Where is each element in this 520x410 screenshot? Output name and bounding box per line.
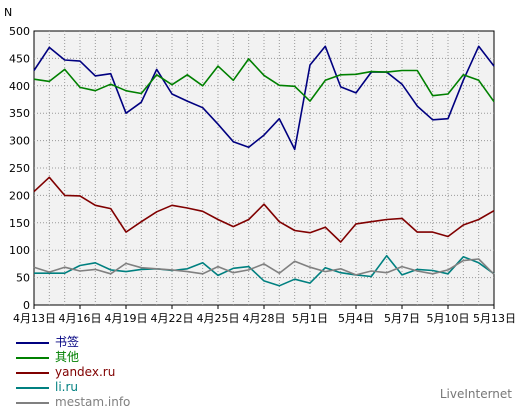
x-tick-label: 5月13日 (473, 312, 516, 325)
y-tick-label: 350 (9, 107, 30, 120)
legend-label: 其他 (55, 350, 80, 364)
legend-item: 其他 (16, 350, 130, 365)
series-line-1 (33, 45, 495, 151)
series-lines (33, 45, 495, 287)
y-tick-label: 300 (9, 135, 30, 148)
y-tick-label: 150 (9, 217, 30, 230)
legend-item: mestam.info (16, 395, 130, 410)
y-tick-label: 400 (9, 80, 30, 93)
x-tick-label: 5月10日 (427, 312, 470, 325)
x-tick-label: 4月28日 (243, 312, 286, 325)
series-line-4 (34, 254, 495, 287)
legend-swatch (16, 386, 49, 389)
legend-item: 书签 (16, 335, 130, 350)
x-tick-label: 5月4日 (338, 312, 374, 325)
legend-label: mestam.info (55, 395, 131, 409)
x-tick-label: 5月1日 (292, 312, 328, 325)
series-line-2 (33, 58, 495, 103)
legend-item: yandex.ru (16, 365, 130, 380)
series-line-3 (33, 176, 495, 243)
y-tick-label: 450 (9, 52, 30, 65)
y-axis-ticks: 0 50 100 150 200 250 300 350 400 450 500 (9, 25, 30, 312)
y-tick-label: 200 (9, 189, 30, 202)
legend-swatch (16, 371, 49, 374)
x-tick-label: 4月16日 (59, 312, 102, 325)
y-axis-label: N (4, 6, 12, 19)
legend-label: yandex.ru (55, 365, 116, 379)
y-tick-label: 50 (16, 272, 30, 285)
y-tick-label: 500 (9, 25, 30, 38)
x-tick-label: 4月22日 (151, 312, 194, 325)
legend-swatch (16, 356, 49, 359)
legend: 书签 其他 yandex.ru li.ru mestam.info (16, 335, 130, 410)
legend-item: li.ru (16, 380, 130, 395)
x-tick-label: 4月19日 (105, 312, 148, 325)
x-tick-label: 4月25日 (197, 312, 240, 325)
legend-swatch (16, 341, 49, 344)
x-axis-ticks: 4月13日 4月16日 4月19日 4月22日 4月25日 4月28日 5月1日 5月4日 5月… (13, 305, 516, 325)
gridlines (34, 31, 494, 305)
series-line-5 (33, 258, 495, 276)
y-tick-label: 0 (23, 299, 30, 312)
credit-liveinternet: LiveInternet (439, 387, 512, 401)
legend-label: 书签 (55, 335, 80, 349)
legend-swatch (16, 401, 49, 404)
y-tick-label: 100 (9, 244, 30, 257)
x-tick-label: 5月7日 (384, 312, 420, 325)
legend-label: li.ru (55, 380, 79, 394)
x-tick-label: 4月13日 (13, 312, 56, 325)
y-tick-label: 250 (9, 162, 30, 175)
